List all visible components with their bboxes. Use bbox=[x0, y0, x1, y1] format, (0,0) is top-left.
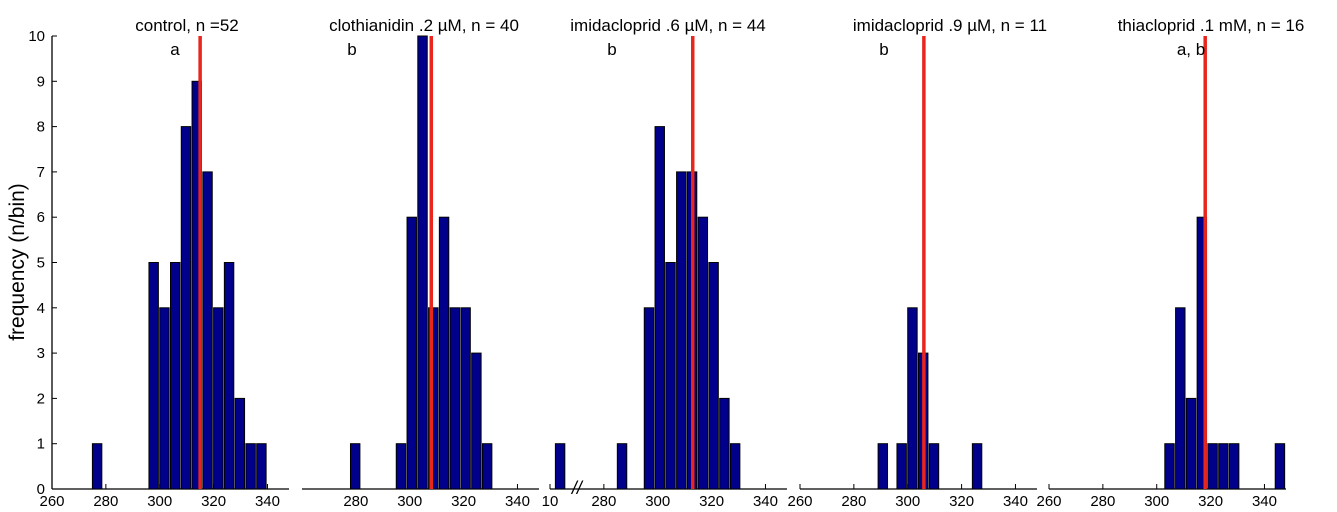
histogram-bar bbox=[159, 307, 170, 490]
histogram-bar bbox=[1207, 443, 1218, 490]
significance-letter: a bbox=[170, 40, 180, 59]
histogram-bar bbox=[665, 262, 676, 490]
x-tick-label: 340 bbox=[753, 493, 778, 510]
histogram-bar bbox=[1228, 443, 1240, 490]
x-tick-label: 340 bbox=[1252, 493, 1277, 510]
histogram-bar bbox=[708, 262, 719, 490]
significance-letter: b bbox=[347, 40, 356, 59]
x-tick-label: 340 bbox=[1003, 493, 1028, 510]
histogram-panel: 260 280 300 320 340 thiacloprid .1 mM, n = 16… bbox=[1036, 16, 1304, 510]
x-tick-label: 320 bbox=[949, 493, 974, 510]
x-tick-label: 260 bbox=[39, 493, 64, 510]
histogram-bar bbox=[438, 216, 450, 490]
x-tick-label: 300 bbox=[895, 493, 920, 510]
histogram-bar bbox=[676, 171, 687, 490]
histogram-panel: 280 300 320 340 clothianidin .2 µM, n = 40 b bbox=[302, 16, 539, 510]
significance-letter: a, b bbox=[1177, 40, 1205, 59]
histogram-bar bbox=[471, 352, 482, 490]
histogram-bar bbox=[91, 443, 103, 490]
histogram-bar bbox=[234, 397, 246, 490]
x-tick-label: 320 bbox=[451, 493, 476, 510]
histogram-bar bbox=[460, 307, 471, 490]
axis-break-mark: // bbox=[570, 478, 584, 498]
x-tick-label: 300 bbox=[1144, 493, 1169, 510]
histogram-bar bbox=[697, 216, 709, 490]
significance-letter: b bbox=[879, 40, 888, 59]
y-tick-label: 10 bbox=[28, 28, 45, 45]
y-axis: 0 1 2 3 4 5 6 7 8 9 10 bbox=[28, 28, 57, 498]
histogram-bar bbox=[719, 397, 730, 490]
histogram-bar bbox=[202, 171, 213, 490]
panel-title: imidacloprid .9 µM, n = 11 bbox=[853, 16, 1047, 35]
x-tick-label: 280 bbox=[841, 493, 866, 510]
histogram-bar bbox=[213, 307, 224, 490]
histogram-bar bbox=[1175, 307, 1186, 490]
histogram-bar bbox=[643, 307, 655, 490]
y-axis-label: frequency (n/bin) bbox=[6, 183, 29, 341]
histogram-bar bbox=[170, 262, 181, 490]
histogram-bar bbox=[896, 443, 907, 490]
histogram-bar bbox=[1185, 397, 1197, 490]
x-tick-label: 260 bbox=[1036, 493, 1061, 510]
y-tick-label: 8 bbox=[37, 119, 45, 136]
histogram-bar bbox=[1274, 443, 1286, 490]
x-tick-label: 280 bbox=[1090, 493, 1115, 510]
x-tick-label: 300 bbox=[645, 493, 670, 510]
panel-title: clothianidin .2 µM, n = 40 bbox=[329, 16, 519, 35]
x-tick-label: 340 bbox=[505, 493, 530, 510]
histogram-bar bbox=[481, 443, 493, 490]
x-tick-label: 260 bbox=[787, 493, 812, 510]
y-tick-label: 9 bbox=[37, 73, 45, 90]
x-tick-label: 340 bbox=[255, 493, 280, 510]
histogram-bar bbox=[554, 443, 566, 490]
histogram-bar bbox=[349, 443, 361, 490]
x-tick-label: 320 bbox=[201, 493, 226, 510]
histogram-bar bbox=[907, 307, 918, 490]
panel-title: imidacloprid .6 µM, n = 44 bbox=[570, 16, 765, 35]
histogram-panel: 260 280 300 320 340 imidacloprid .9 µM, n = 1… bbox=[787, 16, 1047, 510]
histogram-bar bbox=[729, 443, 741, 490]
histogram-bar bbox=[245, 443, 256, 490]
y-tick-label: 4 bbox=[37, 300, 45, 317]
histogram-bar bbox=[971, 443, 983, 490]
panel-title: control, n =52 bbox=[135, 16, 239, 35]
histogram-bar bbox=[616, 443, 628, 490]
x-tick-label: 320 bbox=[1198, 493, 1223, 510]
histogram-bar bbox=[428, 307, 439, 490]
y-tick-label: 6 bbox=[37, 209, 45, 226]
significance-letter: b bbox=[607, 40, 616, 59]
histogram-bar bbox=[449, 307, 461, 490]
y-tick-label: 0 bbox=[37, 481, 45, 498]
histogram-panel: 10 280 300 320 340 // imidacloprid .6 µM, n = … bbox=[542, 16, 787, 510]
histogram-bar bbox=[1164, 443, 1175, 490]
histogram-bar bbox=[180, 126, 192, 490]
x-tick-label: 300 bbox=[147, 493, 172, 510]
histogram-bar bbox=[654, 126, 665, 490]
x-tick-label: 10 bbox=[542, 493, 559, 510]
y-tick-label: 1 bbox=[37, 436, 45, 453]
histogram-bar bbox=[395, 443, 407, 490]
histogram-bar bbox=[406, 216, 417, 490]
histogram-bar bbox=[928, 443, 940, 490]
histogram-bar bbox=[148, 262, 159, 490]
histogram-bar bbox=[256, 443, 267, 490]
y-tick-label: 3 bbox=[37, 345, 45, 362]
histogram-bar bbox=[417, 35, 428, 490]
y-tick-label: 7 bbox=[37, 164, 45, 181]
x-tick-label: 280 bbox=[343, 493, 368, 510]
y-tick-label: 2 bbox=[37, 390, 45, 407]
histogram-bar bbox=[1218, 443, 1229, 490]
y-tick-label: 5 bbox=[37, 255, 45, 272]
x-tick-label: 300 bbox=[397, 493, 422, 510]
x-tick-label: 320 bbox=[699, 493, 724, 510]
panel-title: thiacloprid .1 mM, n = 16 bbox=[1118, 16, 1305, 35]
histogram-bar bbox=[223, 262, 235, 490]
histogram-bar bbox=[877, 443, 889, 490]
x-tick-label: 280 bbox=[591, 493, 616, 510]
x-tick-label: 280 bbox=[93, 493, 118, 510]
